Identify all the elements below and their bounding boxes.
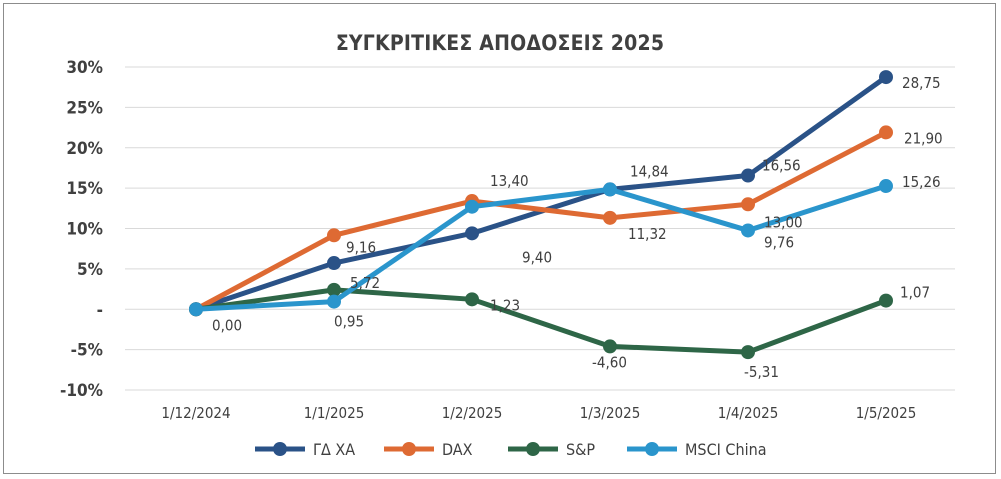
data-point (879, 179, 893, 194)
data-point (327, 294, 341, 309)
legend: ΓΔ ΧΑ DAX S&P MSCI China (255, 440, 767, 459)
series-line (193, 74, 889, 312)
x-tick-label: 1/5/2025 (856, 404, 917, 422)
data-label: 16,56 (762, 157, 801, 175)
y-tick-label: 25% (66, 98, 103, 118)
y-tick-label: 10% (66, 220, 103, 240)
legend-label: ΓΔ ΧΑ (313, 440, 355, 459)
data-label: 28,75 (902, 74, 941, 92)
y-tick-label: 15% (66, 179, 103, 199)
x-axis-ticks: 1/12/2024 1/1/2025 1/2/2025 1/3/2025 1/4/202… (161, 404, 916, 422)
data-point (741, 345, 755, 360)
data-point (189, 302, 203, 317)
data-point (327, 228, 341, 243)
data-label: 1,07 (900, 284, 930, 302)
data-label: 0,00 (212, 316, 242, 334)
data-label: -5,31 (744, 363, 779, 381)
data-label: 13,40 (490, 172, 529, 190)
series-line (193, 287, 889, 355)
data-label: 15,26 (902, 173, 941, 191)
x-tick-label: 1/2/2025 (442, 404, 503, 422)
x-tick-label: 1/1/2025 (304, 404, 365, 422)
chart-frame (3, 3, 996, 474)
data-point (465, 292, 479, 307)
data-point (603, 339, 617, 354)
x-tick-label: 1/3/2025 (580, 404, 641, 422)
data-point (741, 197, 755, 212)
data-label: 1,23 (490, 296, 520, 314)
y-tick-label: 5% (77, 260, 103, 280)
data-label: 11,32 (628, 225, 667, 243)
data-point (741, 168, 755, 183)
data-point (879, 125, 893, 140)
data-point (603, 210, 617, 225)
data-point (879, 293, 893, 308)
y-tick-label: 30% (66, 58, 103, 78)
x-tick-label: 1/12/2024 (161, 404, 230, 422)
data-label: 0,95 (334, 313, 364, 331)
data-label: 13,00 (764, 213, 803, 231)
data-point (603, 182, 617, 197)
legend-marker (645, 442, 659, 456)
chart-title: ΣΥΓΚΡΙΤΙΚΕΣ ΑΠΟΔΟΣΕΙΣ 2025 (336, 31, 664, 55)
grid (125, 66, 955, 391)
series-group (189, 70, 893, 360)
y-tick-label: -10% (60, 381, 103, 401)
legend-label: MSCI China (685, 440, 767, 459)
legend-marker (402, 442, 416, 456)
legend-label: DAX (442, 440, 473, 459)
data-label: 21,90 (904, 129, 943, 147)
data-label: 9,76 (764, 233, 794, 251)
data-point (327, 256, 341, 271)
data-point (465, 199, 479, 214)
data-labels: 0,00 5,72 9,40 14,84 16,56 28,75 9,16 13,40 11,3… (212, 74, 943, 381)
data-label: 9,40 (522, 248, 552, 266)
y-tick-label: 20% (66, 139, 103, 159)
data-label: 14,84 (630, 162, 669, 180)
y-tick-label: -5% (71, 341, 103, 361)
data-point (741, 223, 755, 238)
data-label: 9,16 (346, 238, 376, 256)
series-line (193, 129, 889, 312)
series-line (193, 183, 889, 312)
data-point (879, 70, 893, 85)
legend-marker (273, 442, 287, 456)
legend-label: S&P (566, 440, 595, 459)
legend-marker (526, 442, 540, 456)
y-tick-label: - (97, 300, 103, 320)
y-axis-ticks: 30% 25% 20% 15% 10% 5% - -5% -10% (60, 58, 103, 401)
data-label: -4,60 (592, 353, 627, 371)
data-point (327, 282, 341, 297)
x-tick-label: 1/4/2025 (718, 404, 779, 422)
data-point (465, 226, 479, 241)
data-label: 5,72 (350, 274, 380, 292)
